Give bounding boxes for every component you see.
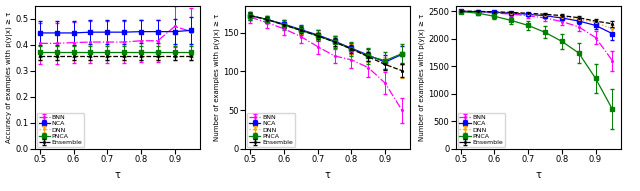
X-axis label: τ: τ [115,170,120,180]
Y-axis label: Accuracy of examples with p(y|x) ≥ τ: Accuracy of examples with p(y|x) ≥ τ [6,12,13,143]
X-axis label: τ: τ [535,170,541,180]
X-axis label: τ: τ [325,170,331,180]
Y-axis label: Number of examples with p(y|x) ≥ τ: Number of examples with p(y|x) ≥ τ [214,14,221,141]
Legend: BNN, NCA, DNN, PNCA, Ensemble: BNN, NCA, DNN, PNCA, Ensemble [36,113,84,147]
Legend: BNN, NCA, DNN, PNCA, Ensemble: BNN, NCA, DNN, PNCA, Ensemble [247,113,295,147]
Legend: BNN, NCA, DNN, PNCA, Ensemble: BNN, NCA, DNN, PNCA, Ensemble [458,113,505,147]
Y-axis label: Number of examples with p(y|x) ≥ τ: Number of examples with p(y|x) ≥ τ [419,14,426,141]
